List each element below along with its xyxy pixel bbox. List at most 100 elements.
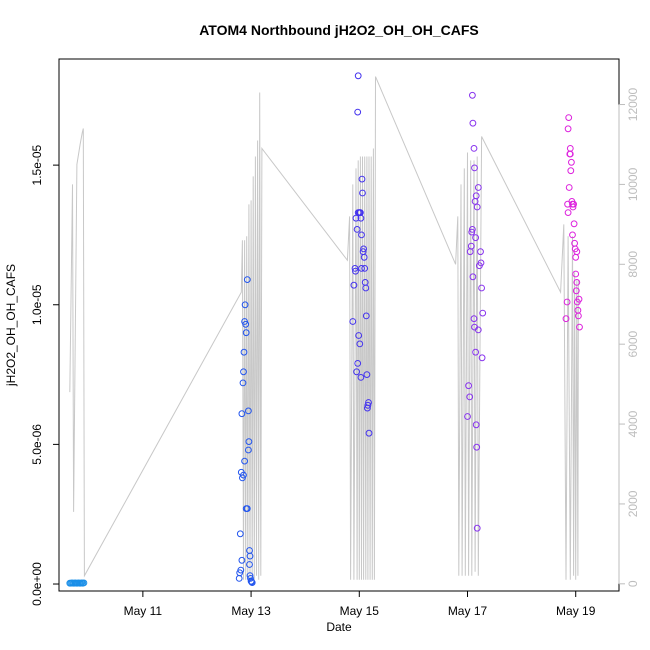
data-point — [350, 281, 358, 289]
data-point — [349, 318, 357, 325]
axes: 0.0e+00 5.0e-06 1.0e-05 1.5e-05 May 11 May 13… — [30, 88, 640, 618]
altitude-trace-line — [69, 76, 579, 580]
data-point — [247, 575, 254, 582]
altitude-trace-layer — [69, 76, 579, 580]
data-point — [575, 312, 582, 320]
data-point — [236, 530, 244, 538]
data-point — [361, 265, 369, 272]
data-point — [464, 413, 471, 420]
series-5 — [562, 114, 583, 331]
right-tick-label: 12000 — [626, 88, 640, 122]
data-point — [241, 301, 249, 309]
data-point — [568, 158, 575, 166]
data-point — [353, 368, 361, 376]
data-point — [365, 429, 373, 437]
data-point — [474, 184, 482, 191]
data-point — [566, 145, 574, 152]
data-point — [358, 175, 366, 183]
series-4 — [464, 91, 487, 532]
series-3 — [349, 72, 373, 437]
data-point — [572, 270, 580, 278]
data-point — [569, 231, 576, 239]
data-point — [573, 279, 581, 286]
x-tick-label: May 17 — [448, 604, 488, 618]
data-point — [243, 276, 251, 284]
x-tick-label: May 11 — [124, 604, 163, 618]
data-point — [242, 329, 250, 337]
data-point — [472, 348, 480, 356]
data-point — [576, 323, 583, 331]
data-point — [240, 348, 248, 356]
data-point — [364, 401, 372, 409]
data-point — [352, 214, 360, 222]
data-point — [239, 379, 247, 387]
x-tick-label: May 19 — [556, 604, 596, 618]
data-point — [351, 265, 359, 272]
x-tick-label: May 15 — [340, 604, 380, 618]
data-point — [570, 200, 577, 208]
x-axis: May 11 May 13 May 15 May 17 May 19 — [124, 591, 596, 618]
data-point — [245, 407, 252, 415]
data-point — [240, 368, 247, 376]
right-tick-label: 6000 — [626, 331, 640, 358]
data-point — [358, 231, 365, 239]
data-point — [359, 189, 366, 197]
right-tick-label: 8000 — [626, 251, 640, 278]
data-point — [473, 443, 481, 451]
data-point — [564, 209, 572, 217]
data-point — [565, 184, 573, 191]
data-point — [241, 457, 249, 465]
data-point — [472, 421, 480, 429]
data-point — [572, 287, 580, 295]
data-point — [473, 203, 481, 211]
data-point — [473, 524, 481, 532]
data-point — [477, 259, 485, 267]
data-point — [354, 72, 362, 80]
data-point — [470, 315, 478, 323]
y-tick-label: 5.0e-06 — [30, 424, 44, 465]
data-point — [362, 284, 370, 292]
series-2 — [235, 276, 256, 586]
data-point — [80, 579, 88, 587]
data-point — [248, 579, 256, 586]
data-point — [562, 315, 570, 323]
data-point — [238, 556, 246, 564]
data-point — [354, 108, 362, 116]
data-point — [471, 198, 479, 205]
data-point — [563, 298, 571, 306]
y-axis-label: jH2O2_OH_OH_CAFS — [4, 264, 18, 387]
data-point — [466, 393, 474, 401]
right-tick-label: 4000 — [626, 410, 640, 437]
y-axis-right: 0 2000 4000 6000 8000 10000 12000 — [618, 88, 640, 587]
data-points-layer — [66, 72, 583, 587]
data-point — [357, 374, 365, 381]
data-point — [565, 114, 573, 121]
data-point — [245, 446, 252, 454]
data-point — [567, 167, 575, 175]
data-point — [468, 228, 476, 236]
data-point — [238, 410, 246, 418]
data-point — [472, 234, 480, 242]
data-point — [242, 320, 250, 328]
data-point — [363, 371, 371, 379]
data-point — [246, 552, 254, 560]
right-tick-label: 0 — [626, 580, 640, 587]
x-tick-label: May 13 — [231, 604, 271, 618]
right-tick-label: 2000 — [626, 490, 640, 517]
data-point — [575, 295, 583, 303]
data-point — [365, 399, 372, 406]
data-point — [243, 505, 251, 513]
data-point — [362, 312, 370, 320]
data-point — [479, 309, 487, 317]
data-point — [465, 382, 473, 390]
data-point — [357, 209, 364, 217]
data-point — [564, 125, 572, 133]
data-point — [478, 284, 486, 292]
data-point — [573, 248, 581, 256]
data-point — [471, 164, 478, 172]
data-point — [356, 340, 364, 348]
data-point — [360, 245, 368, 253]
data-point — [477, 248, 484, 256]
data-point — [469, 226, 476, 233]
